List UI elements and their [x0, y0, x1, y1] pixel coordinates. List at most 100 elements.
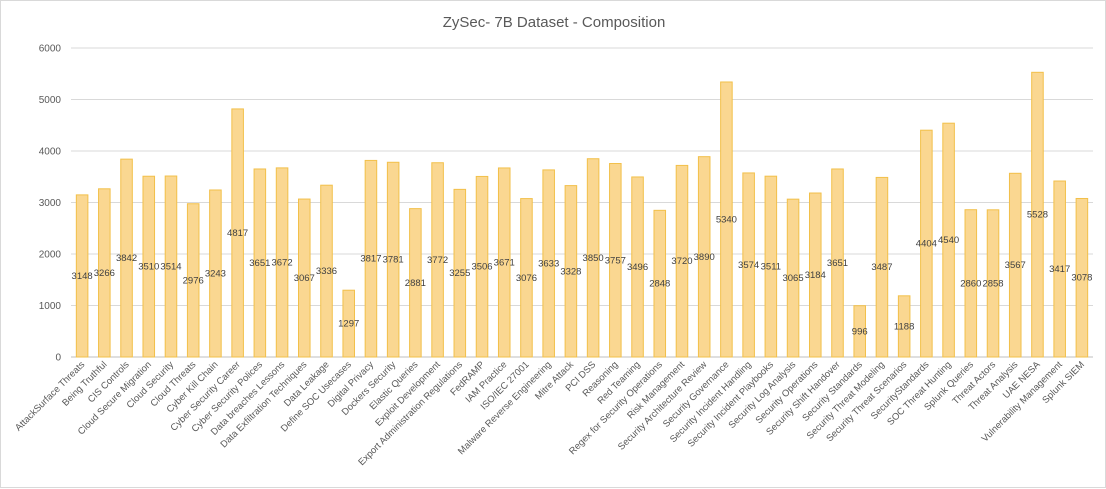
bar [75, 194, 89, 358]
y-tick-label: 2000 [39, 250, 62, 261]
data-label: 3850 [583, 253, 604, 264]
bar [609, 163, 622, 358]
data-label: 2848 [649, 279, 670, 290]
data-label: 5340 [716, 214, 737, 225]
y-tick-label: 3000 [39, 198, 62, 209]
data-label: 3266 [94, 268, 115, 279]
data-label: 1297 [338, 319, 359, 330]
data-label: 3336 [316, 266, 337, 277]
bar [675, 164, 689, 358]
gridlines [71, 47, 1093, 358]
bar [386, 161, 400, 358]
data-label: 3757 [605, 255, 626, 266]
bar [342, 289, 355, 358]
data-label: 3510 [138, 262, 159, 273]
bar [1053, 180, 1066, 358]
data-label: 996 [852, 326, 868, 337]
bar [875, 176, 889, 358]
data-label: 3184 [805, 270, 826, 281]
data-label: 3148 [72, 271, 93, 282]
data-label: 3672 [271, 257, 292, 268]
bar [497, 167, 511, 358]
bar [231, 108, 244, 358]
data-label: 2860 [960, 278, 981, 289]
bar [809, 192, 822, 358]
bar [586, 158, 600, 358]
bar [764, 175, 778, 358]
data-label: 4404 [916, 239, 937, 250]
data-label: 3514 [160, 262, 181, 273]
bar [253, 168, 267, 358]
data-label: 3065 [782, 273, 803, 284]
y-axis-ticks: 0 1000 2000 3000 4000 5000 6000 [39, 44, 62, 364]
data-label: 3842 [116, 253, 137, 264]
data-label: 3574 [738, 260, 759, 271]
bar [564, 185, 578, 358]
bar [520, 198, 533, 358]
bar [186, 203, 200, 358]
y-tick-label: 5000 [39, 95, 62, 106]
bar [920, 129, 933, 358]
data-label: 1188 [894, 321, 914, 332]
chart-title: ZySec- 7B Dataset - Composition [443, 14, 666, 31]
bar [320, 184, 333, 358]
data-label: 2858 [982, 278, 1003, 289]
data-label: 3651 [827, 258, 848, 269]
data-label: 3651 [249, 258, 270, 269]
data-label: 3720 [671, 256, 692, 267]
bar [1031, 71, 1044, 358]
bar [298, 198, 311, 358]
data-label: 3890 [694, 252, 715, 263]
data-label: 3506 [471, 262, 492, 273]
bar [142, 175, 156, 358]
y-tick-label: 4000 [39, 147, 62, 158]
bar [786, 198, 800, 358]
bar [164, 175, 178, 358]
y-tick-label: 6000 [39, 44, 62, 55]
data-label: 3496 [627, 262, 648, 273]
bar [853, 305, 866, 358]
data-label: 2881 [405, 278, 426, 289]
data-label: 3567 [1005, 260, 1026, 271]
data-label: 3633 [538, 258, 559, 269]
bar [475, 175, 489, 358]
data-label: 3817 [360, 254, 381, 265]
data-label: 3511 [761, 262, 781, 273]
bar [964, 209, 978, 358]
bar [542, 169, 555, 358]
bar [409, 208, 422, 358]
bar [720, 81, 733, 358]
data-label: 5528 [1027, 210, 1048, 221]
bar [942, 122, 955, 358]
bar [653, 209, 667, 358]
data-label: 3255 [449, 268, 470, 279]
y-tick-label: 1000 [39, 301, 62, 312]
bars [75, 71, 1089, 358]
bar [986, 209, 1000, 358]
bar [275, 167, 289, 358]
bar [1075, 197, 1089, 358]
data-label: 3671 [494, 257, 515, 268]
bar [631, 176, 644, 358]
data-label: 4540 [938, 235, 959, 246]
bar [1008, 172, 1022, 358]
bar [697, 156, 711, 358]
bar [120, 158, 133, 358]
bar [453, 188, 467, 358]
data-label: 3772 [427, 255, 448, 266]
data-label: 3417 [1049, 264, 1070, 275]
data-label: 3328 [560, 266, 581, 277]
data-label: 3076 [516, 273, 537, 284]
bar [364, 159, 378, 358]
bar [98, 188, 111, 358]
bar [897, 295, 911, 358]
data-label: 2976 [183, 275, 204, 286]
bar [742, 172, 755, 358]
y-tick-label: 0 [55, 353, 61, 364]
data-label: 3067 [294, 273, 315, 284]
bar [209, 189, 222, 358]
data-label: 3781 [383, 255, 404, 266]
